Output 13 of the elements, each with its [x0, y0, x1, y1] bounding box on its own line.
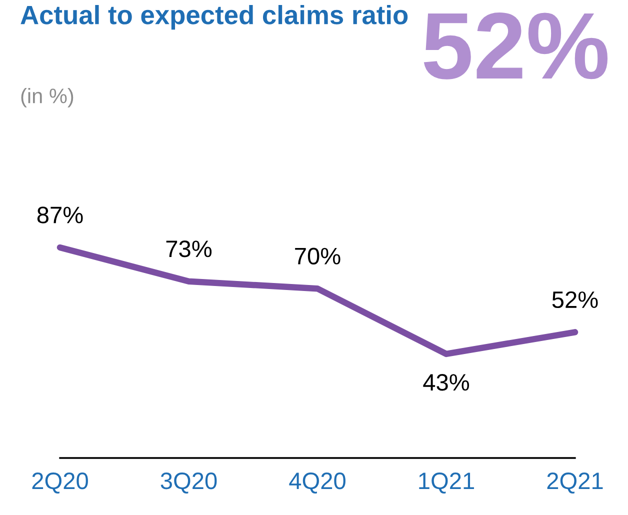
data-label: 87%	[37, 206, 83, 224]
x-tick-label: 4Q20	[289, 472, 346, 494]
data-label: 52%	[552, 291, 598, 308]
x-tick-label: 1Q21	[419, 472, 474, 494]
data-label: 70%	[295, 248, 340, 264]
x-tick-label: 2Q21	[547, 472, 603, 494]
data-label: 73%	[166, 240, 212, 258]
x-tick-label: 3Q20	[160, 472, 217, 494]
chart-title: Actual to expected claims ratio	[20, 5, 408, 30]
text: 52%	[424, 12, 608, 80]
x-tick-label: 2Q20	[32, 472, 88, 494]
chart-subtitle: (in %)	[21, 88, 74, 108]
data-label: 43%	[423, 374, 470, 391]
